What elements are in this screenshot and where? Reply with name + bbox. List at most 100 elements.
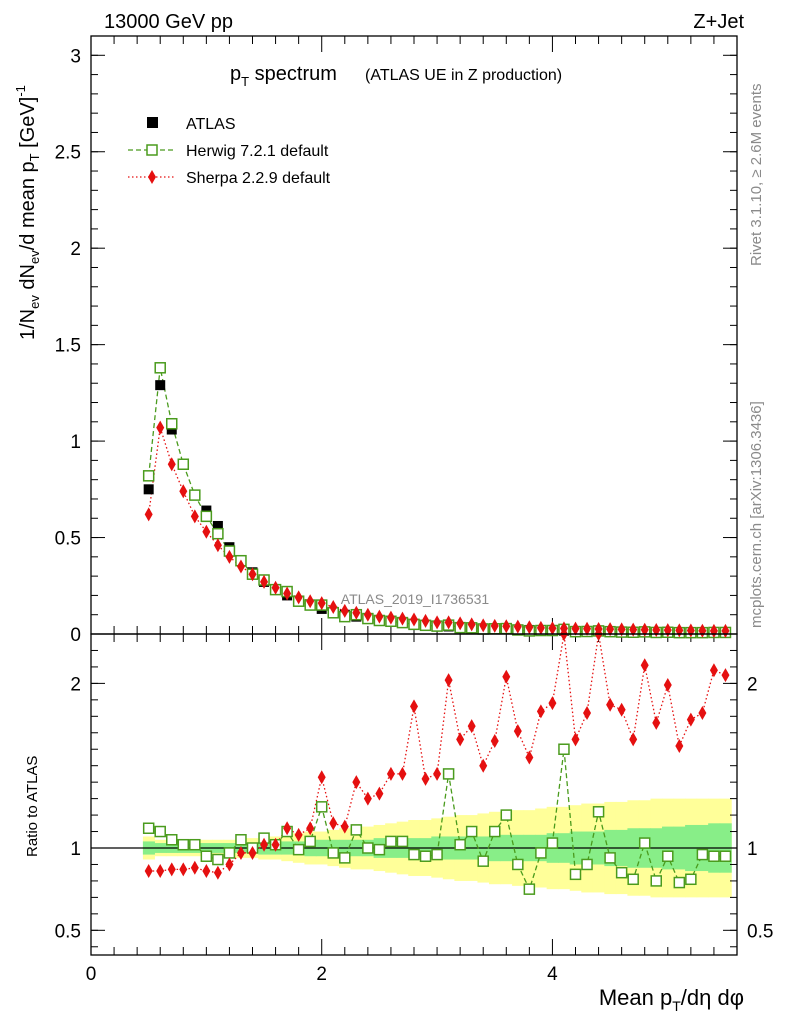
sherpa-point xyxy=(444,615,453,630)
sherpa-point xyxy=(329,599,338,614)
sherpa-point xyxy=(421,613,430,628)
herwig-ratio-point xyxy=(315,801,328,813)
main-ytick-label: 0 xyxy=(70,625,81,646)
sherpa-ratio-point xyxy=(329,816,338,831)
sherpa-point xyxy=(352,605,361,620)
sherpa-ratio-point xyxy=(144,864,153,879)
mcplots-label: mcplots.cern.ch [arXiv:1306.3436] xyxy=(748,401,765,628)
herwig-ratio-point xyxy=(142,822,155,834)
herwig-ratio-point xyxy=(200,850,213,862)
herwig-ratio-point xyxy=(235,834,247,846)
sherpa-ratio-point xyxy=(317,770,326,785)
herwig-ratio-point xyxy=(708,850,720,862)
herwig-ratio-point xyxy=(454,838,466,851)
sherpa-ratio-point xyxy=(606,697,615,712)
sherpa-ratio-point xyxy=(294,827,303,842)
herwig-ratio-point xyxy=(615,866,628,879)
ratio-frame xyxy=(90,633,738,956)
sherpa-ratio-point xyxy=(548,696,557,711)
sherpa-point xyxy=(225,549,234,564)
sherpa-line xyxy=(148,427,726,632)
sherpa-ratio-point xyxy=(479,758,488,773)
main-ytick-label: 1.5 xyxy=(55,336,81,357)
main-title: pT spectrum xyxy=(230,63,337,89)
herwig-ratio-point xyxy=(396,835,409,848)
legend-sherpa-label: Sherpa 2.2.9 default xyxy=(186,170,331,187)
herwig-ratio-point xyxy=(431,848,443,861)
sherpa-point xyxy=(375,609,384,624)
main-ytick-label: 3 xyxy=(70,46,81,67)
sherpa-ratio-point xyxy=(156,864,165,879)
main-subtitle: (ATLAS UE in Z production) xyxy=(365,67,562,84)
sherpa-ratio-point xyxy=(571,732,580,747)
atlas-point xyxy=(212,520,223,531)
sherpa-ratio-point xyxy=(375,786,384,801)
sherpa-ratio-point xyxy=(698,706,707,721)
sherpa-ratio-point xyxy=(709,663,718,678)
sherpa-ratio-point xyxy=(513,724,522,739)
sherpa-ratio-point xyxy=(675,738,684,753)
sherpa-point xyxy=(456,616,465,631)
main-ytick-label: 2 xyxy=(70,239,81,260)
sherpa-ratio-point xyxy=(271,837,280,852)
sherpa-ratio-point xyxy=(306,821,315,836)
legend-herwig-marker xyxy=(146,144,158,156)
herwig-ratio-point xyxy=(627,873,639,886)
herwig-ratio-point xyxy=(650,875,662,887)
sherpa-point xyxy=(525,620,534,635)
sherpa-point xyxy=(167,457,176,472)
sherpa-ratio-point xyxy=(467,719,476,734)
sherpa-point xyxy=(513,619,522,634)
sherpa-point xyxy=(502,619,511,634)
sherpa-ratio-point xyxy=(225,857,234,872)
rivet-label: Rivet 3.1.10, ≥ 2.6M events xyxy=(748,84,765,267)
herwig-ratio-point xyxy=(477,855,489,867)
herwig-ratio-point xyxy=(662,850,674,862)
sherpa-ratio-point xyxy=(686,712,695,727)
ratio-ytick-label-right: 2 xyxy=(747,674,758,695)
herwig-ratio-point xyxy=(592,806,605,818)
herwig-ratio-point xyxy=(189,838,201,851)
sherpa-ratio-point xyxy=(663,678,672,693)
sherpa-point xyxy=(271,580,280,595)
herwig-ratio-point xyxy=(304,835,316,848)
sherpa-ratio-point xyxy=(236,845,245,860)
sherpa-ratio-point xyxy=(629,732,638,747)
herwig-ratio-point xyxy=(442,768,455,780)
sherpa-point xyxy=(536,620,545,635)
herwig-point xyxy=(166,417,178,430)
herwig-ratio-point xyxy=(489,825,501,838)
sherpa-ratio-point xyxy=(617,702,626,717)
herwig-ratio-point xyxy=(177,838,190,851)
header-energy: 13000 GeV pp xyxy=(104,11,233,33)
sherpa-point xyxy=(617,622,626,637)
herwig-ratio-point xyxy=(408,848,420,861)
herwig-ratio-point xyxy=(638,837,651,849)
legend-sherpa-marker xyxy=(148,170,156,184)
sherpa-point xyxy=(490,618,499,633)
herwig-ratio-point xyxy=(362,842,374,854)
sherpa-point xyxy=(467,617,476,632)
herwig-ratio-point xyxy=(546,837,559,849)
sherpa-ratio-point xyxy=(340,819,349,834)
herwig-ratio-point xyxy=(569,868,582,881)
sherpa-ratio-point xyxy=(721,668,730,683)
header-process: Z+Jet xyxy=(693,11,744,33)
sherpa-point xyxy=(398,611,407,626)
herwig-point xyxy=(212,527,224,540)
herwig-point xyxy=(177,458,190,470)
herwig-ratio-point xyxy=(350,824,363,836)
herwig-ratio-point xyxy=(327,847,339,859)
sherpa-ratio-point xyxy=(202,864,211,879)
herwig-ratio-point xyxy=(696,848,709,861)
sherpa-point xyxy=(236,559,245,574)
analysis-watermark: ATLAS_2019_I1736531 xyxy=(341,591,490,607)
atlas-point xyxy=(143,484,154,495)
herwig-point xyxy=(154,362,166,374)
atlas-point xyxy=(166,424,177,435)
sherpa-ratio-point xyxy=(536,704,545,719)
sherpa-point xyxy=(548,621,557,636)
sherpa-ratio-point xyxy=(213,865,222,880)
sherpa-ratio-point xyxy=(583,706,592,721)
